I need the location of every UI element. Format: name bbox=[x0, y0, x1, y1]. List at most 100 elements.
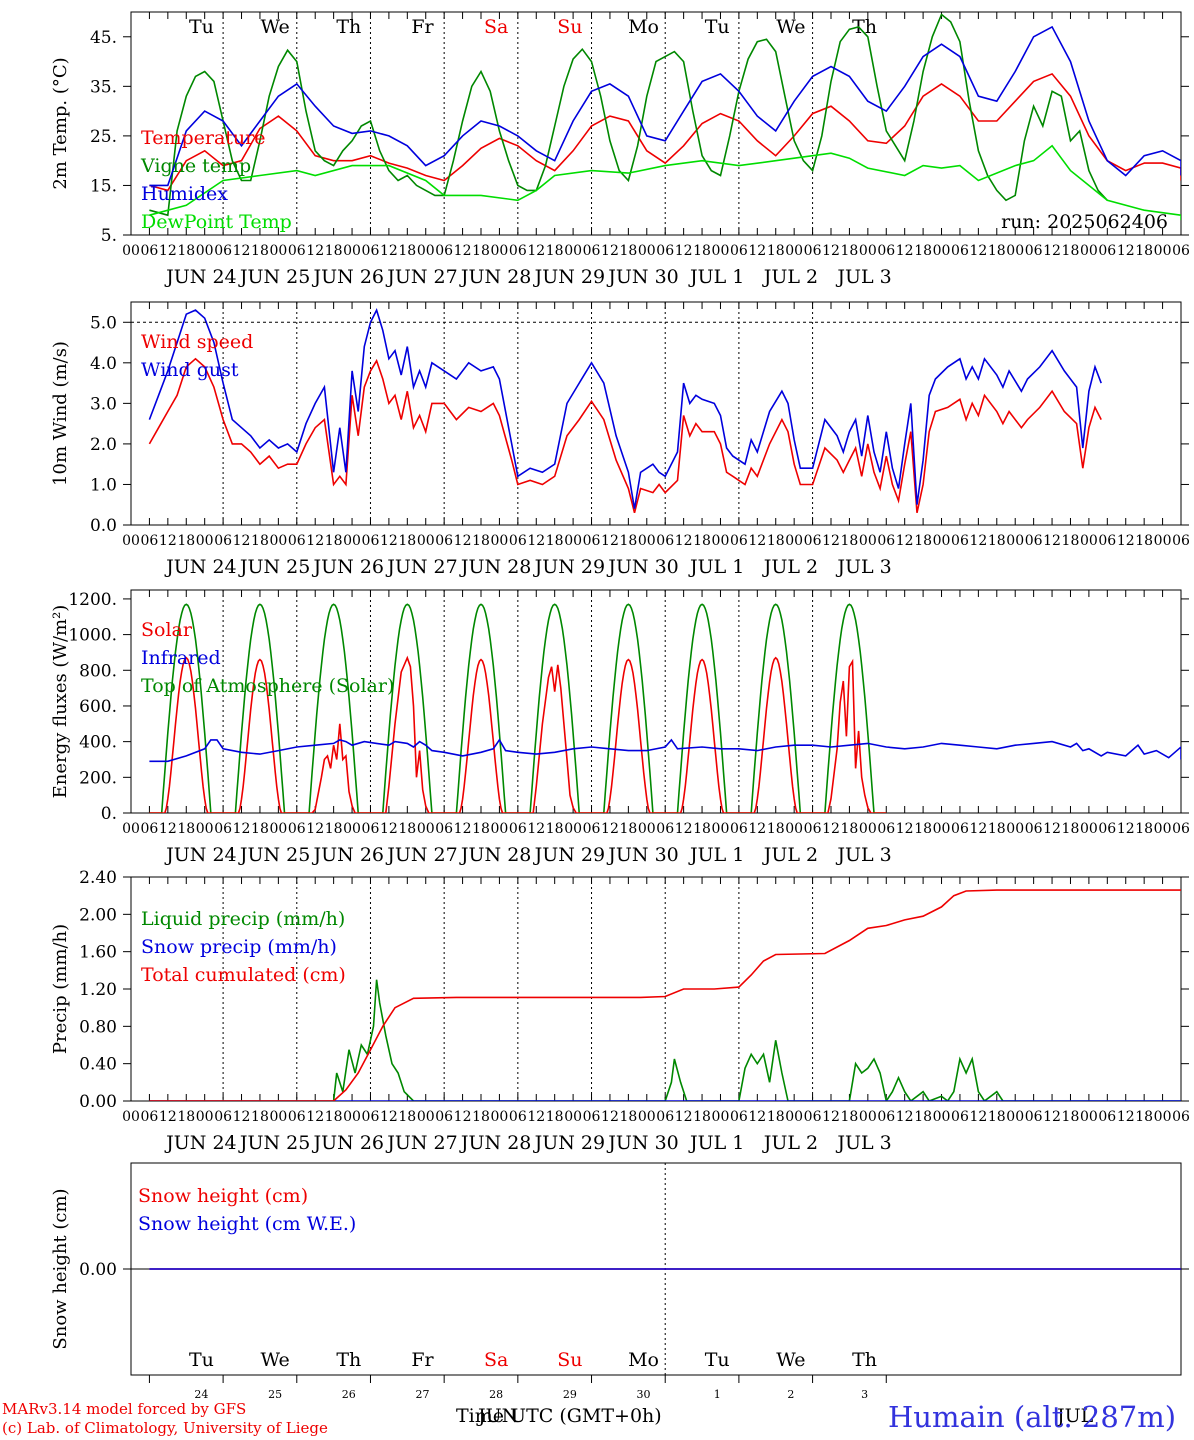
date-label: JUN 24 bbox=[164, 556, 236, 578]
hour-tick-label: 12 bbox=[306, 243, 324, 259]
hour-tick-label: 00 bbox=[417, 1109, 435, 1125]
hour-tick-label: 18 bbox=[1135, 533, 1153, 549]
hour-tick-label: 00 bbox=[712, 821, 730, 837]
hour-tick-label: 18 bbox=[988, 533, 1006, 549]
hour-tick-label: 00 bbox=[933, 821, 951, 837]
hour-tick-label: 06 bbox=[656, 243, 674, 259]
legend-entry: Snow height (cm W.E.) bbox=[138, 1213, 356, 1235]
hour-tick-label: 06 bbox=[804, 1109, 822, 1125]
hour-tick-label: 12 bbox=[527, 533, 545, 549]
hour-tick-label: 18 bbox=[398, 1109, 416, 1125]
hour-tick-label: 06 bbox=[288, 1109, 306, 1125]
hour-tick-label: 12 bbox=[527, 243, 545, 259]
hour-tick-label: 12 bbox=[1117, 821, 1135, 837]
hour-tick-label: 00 bbox=[269, 821, 287, 837]
hour-tick-label: 00 bbox=[1080, 243, 1098, 259]
hour-tick-label: 06 bbox=[214, 533, 232, 549]
panel-4: 0.00 0.40 0.80 1.20 1.60 2.00 2.40 Precip (mm/h… bbox=[50, 868, 1190, 1154]
date-label: JUL 3 bbox=[835, 556, 891, 578]
hour-tick-label: 18 bbox=[1062, 533, 1080, 549]
hour-tick-label: 00 bbox=[859, 1109, 877, 1125]
date-number: 24 bbox=[194, 1388, 208, 1401]
legend-entry: Infrared bbox=[141, 647, 221, 669]
date-label: JUL 1 bbox=[688, 1132, 744, 1154]
hour-tick-label: 00 bbox=[785, 821, 803, 837]
hour-tick-label: 18 bbox=[914, 533, 932, 549]
hour-tick-label: 06 bbox=[1172, 533, 1190, 549]
y-tick-label: 5.0 bbox=[90, 313, 117, 333]
hour-tick-label: 18 bbox=[398, 533, 416, 549]
hour-tick-label: 12 bbox=[1117, 1109, 1135, 1125]
hour-tick-label: 06 bbox=[951, 243, 969, 259]
hour-tick-label: 12 bbox=[233, 821, 251, 837]
day-name-top: Tu bbox=[705, 16, 730, 38]
station-name: Humain (alt. 287m) bbox=[888, 1400, 1177, 1434]
y-tick-label: 45. bbox=[90, 28, 117, 48]
hour-tick-label: 12 bbox=[527, 1109, 545, 1125]
series-vigne-temp bbox=[149, 13, 1108, 217]
hour-tick-label: 18 bbox=[325, 243, 343, 259]
date-label: JUN 26 bbox=[312, 844, 384, 866]
hour-tick-label: 18 bbox=[841, 533, 859, 549]
date-number: 27 bbox=[415, 1388, 429, 1401]
hour-tick-label: 12 bbox=[601, 533, 619, 549]
hour-tick-label: 00 bbox=[122, 821, 140, 837]
hour-tick-label: 12 bbox=[675, 533, 693, 549]
hour-tick-label: 12 bbox=[822, 533, 840, 549]
hour-tick-label: 06 bbox=[141, 243, 159, 259]
day-name-top: We bbox=[260, 16, 289, 38]
hour-tick-label: 00 bbox=[122, 1109, 140, 1125]
hour-tick-label: 18 bbox=[619, 533, 637, 549]
hour-tick-label: 00 bbox=[269, 533, 287, 549]
hour-tick-label: 06 bbox=[141, 1109, 159, 1125]
hour-tick-label: 18 bbox=[472, 533, 490, 549]
day-name-bottom: We bbox=[260, 1349, 289, 1371]
y-axis-title: 2m Temp. (°C) bbox=[50, 57, 71, 189]
hour-tick-label: 06 bbox=[656, 1109, 674, 1125]
hour-tick-label: 18 bbox=[177, 821, 195, 837]
hour-tick-label: 18 bbox=[988, 821, 1006, 837]
date-label: JUN 27 bbox=[385, 556, 457, 578]
series-liquid-precip-mm-h- bbox=[149, 979, 1181, 1101]
hour-tick-label: 00 bbox=[196, 1109, 214, 1125]
hour-tick-label: 06 bbox=[1025, 533, 1043, 549]
date-label: JUL 3 bbox=[835, 844, 891, 866]
y-tick-label: 1.0 bbox=[90, 475, 117, 495]
y-tick-label: 600. bbox=[79, 697, 117, 717]
day-name-bottom: Mo bbox=[628, 1349, 659, 1371]
hour-tick-label: 18 bbox=[1062, 1109, 1080, 1125]
hour-tick-label: 00 bbox=[1006, 1109, 1024, 1125]
y-tick-label: 3.0 bbox=[90, 394, 117, 414]
date-label: JUN 29 bbox=[533, 266, 605, 288]
hour-tick-label: 06 bbox=[141, 533, 159, 549]
y-tick-label: 1.20 bbox=[79, 980, 117, 1000]
date-label: JUN 25 bbox=[238, 844, 310, 866]
date-label: JUN 24 bbox=[164, 844, 236, 866]
hour-tick-label: 12 bbox=[822, 1109, 840, 1125]
date-label: JUN 30 bbox=[606, 844, 678, 866]
hour-tick-label: 06 bbox=[951, 1109, 969, 1125]
hour-tick-label: 00 bbox=[196, 821, 214, 837]
hour-tick-label: 18 bbox=[177, 533, 195, 549]
hour-tick-label: 06 bbox=[730, 533, 748, 549]
hour-tick-label: 00 bbox=[122, 243, 140, 259]
hour-tick-label: 06 bbox=[214, 1109, 232, 1125]
hour-tick-label: 00 bbox=[712, 243, 730, 259]
hour-tick-label: 12 bbox=[969, 1109, 987, 1125]
hour-tick-label: 00 bbox=[785, 1109, 803, 1125]
legend-entry: DewPoint Temp bbox=[141, 211, 292, 233]
hour-tick-label: 12 bbox=[380, 243, 398, 259]
day-name-top: We bbox=[776, 16, 805, 38]
hour-tick-label: 12 bbox=[896, 533, 914, 549]
hour-tick-label: 18 bbox=[546, 533, 564, 549]
hour-tick-label: 00 bbox=[196, 243, 214, 259]
hour-tick-label: 00 bbox=[491, 533, 509, 549]
hour-tick-label: 18 bbox=[619, 821, 637, 837]
y-tick-label: 200. bbox=[79, 768, 117, 788]
legend-entry: Snow height (cm) bbox=[138, 1185, 308, 1207]
hour-tick-label: 18 bbox=[251, 821, 269, 837]
hour-tick-label: 06 bbox=[730, 243, 748, 259]
date-label: JUL 1 bbox=[688, 556, 744, 578]
